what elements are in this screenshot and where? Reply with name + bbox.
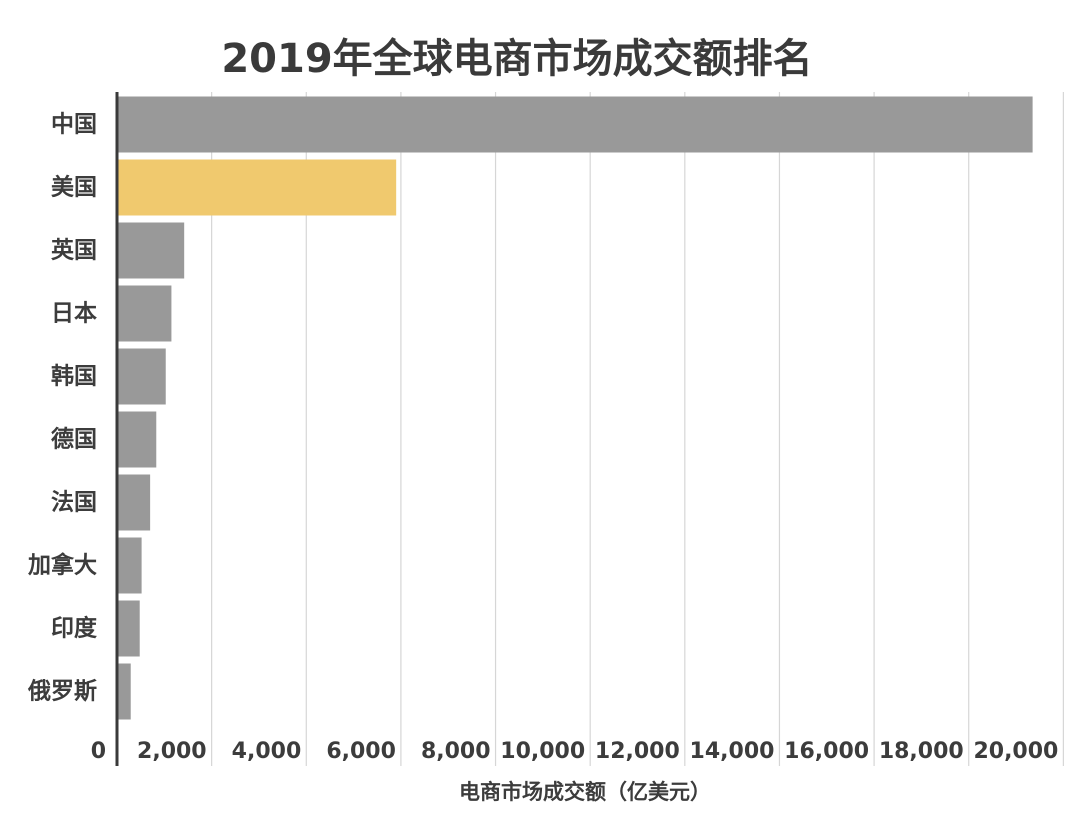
category-label: 美国 xyxy=(51,174,97,201)
bars-layer xyxy=(117,96,1033,720)
bar-6 xyxy=(117,411,157,468)
category-label: 德国 xyxy=(51,426,97,453)
bar-2 xyxy=(117,159,397,216)
bar-4 xyxy=(117,285,172,342)
category-label: 中国 xyxy=(51,112,97,138)
category-label: 俄罗斯 xyxy=(27,678,97,705)
bar-1 xyxy=(117,96,1033,153)
bar-5 xyxy=(117,348,166,405)
x-tick-label: 20,000 xyxy=(973,739,1058,764)
category-label: 英国 xyxy=(51,237,97,264)
chart-title: 2019年全球电商市场成交额排名 xyxy=(221,36,812,82)
category-label: 法国 xyxy=(51,490,97,516)
x-tick-labels: 0 2,000 4,000 6,000 8,000 10,000 12,000 14,000 1… xyxy=(91,739,1059,764)
x-tick-label: 6,000 xyxy=(326,739,396,764)
x-tick-label: 10,000 xyxy=(500,739,585,764)
x-tick-label: 4,000 xyxy=(232,739,302,764)
x-tick-label: 12,000 xyxy=(595,739,680,764)
bar-8 xyxy=(117,537,142,594)
x-tick-label: 8,000 xyxy=(421,739,491,764)
x-axis-title: 电商市场成交额（亿美元） xyxy=(459,780,711,804)
category-label: 日本 xyxy=(51,301,97,327)
category-label: 韩国 xyxy=(51,363,97,390)
bar-3 xyxy=(117,222,185,279)
x-tick-label: 14,000 xyxy=(690,739,775,764)
x-tick-label: 0 xyxy=(91,739,106,764)
bar-10 xyxy=(117,663,131,720)
category-label: 加拿大 xyxy=(27,552,97,579)
bar-9 xyxy=(117,600,140,657)
bar-7 xyxy=(117,474,151,531)
x-tick-label: 16,000 xyxy=(784,739,869,764)
x-tick-label: 2,000 xyxy=(137,739,207,764)
x-tick-label: 18,000 xyxy=(879,739,964,764)
category-label: 印度 xyxy=(51,615,98,642)
